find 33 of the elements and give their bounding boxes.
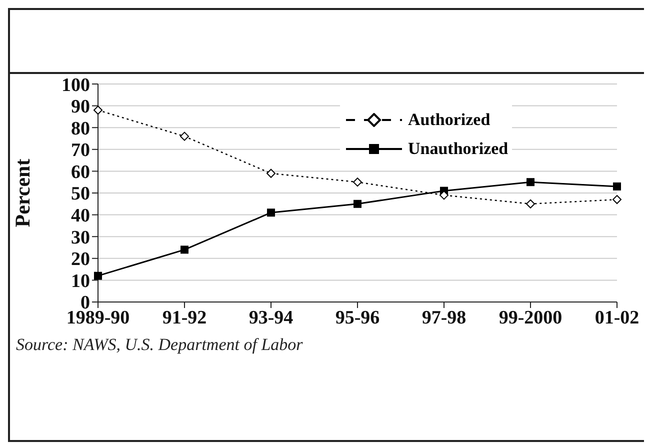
x-tick-label: 97-98 (422, 307, 466, 328)
x-tick-label: 01-02 (594, 307, 640, 328)
y-tick-label: 90 (71, 96, 90, 118)
legend-label: Unauthorized (408, 138, 508, 158)
x-tick-label: 99-2000 (498, 307, 562, 328)
point (612, 195, 622, 204)
y-tick-label: 50 (71, 184, 90, 205)
y-tick-label: 80 (71, 118, 90, 140)
y-tick-label: 10 (71, 270, 90, 292)
y-tick-label: 40 (71, 206, 90, 227)
point (266, 168, 276, 178)
point (440, 190, 448, 200)
y-axis-title: Percent (10, 158, 34, 228)
point (94, 106, 102, 115)
point (180, 132, 189, 141)
point (526, 178, 534, 186)
point (94, 272, 102, 280)
x-tick-label: 95-96 (335, 307, 380, 328)
y-tick-label: 20 (71, 249, 90, 270)
y-tick-label: 100 (62, 74, 90, 96)
point (526, 199, 535, 208)
source-note: Source: NAWS, U.S. Department of Labor (16, 335, 303, 355)
y-tick-label: 30 (71, 227, 90, 248)
point (180, 246, 188, 254)
point (353, 178, 362, 187)
x-tick-label: 93-94 (248, 307, 294, 328)
y-tick-label: 70 (71, 140, 90, 162)
y-tick-label: 60 (71, 162, 90, 183)
point (267, 208, 275, 217)
point (613, 182, 621, 190)
x-tick-label: 91-92 (162, 307, 207, 328)
point (354, 200, 362, 208)
legend-label: Authorized (408, 110, 490, 130)
